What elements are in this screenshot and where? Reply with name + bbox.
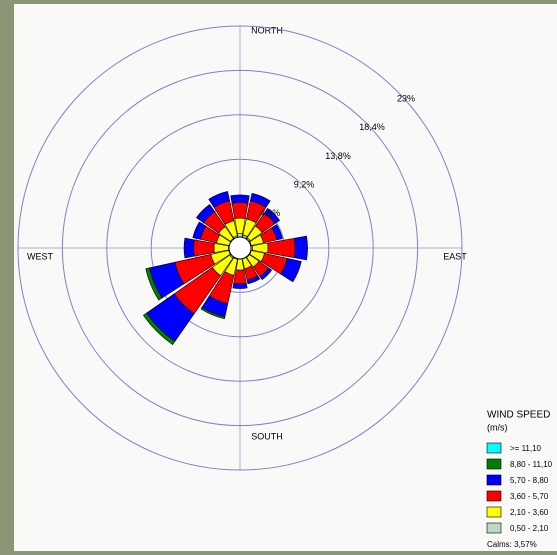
rose-segment (249, 192, 271, 208)
legend-unit: (m/s) (487, 422, 508, 432)
legend-swatch (486, 458, 502, 470)
rose-segment (145, 267, 163, 301)
ring-label: 13,8% (325, 151, 351, 161)
compass-north: NORTH (251, 25, 283, 35)
compass-east: EAST (443, 251, 467, 261)
grid-ring (61, 69, 419, 427)
rose-segment (231, 202, 249, 219)
compass-south: SOUTH (251, 431, 283, 441)
rose-segment (192, 221, 207, 240)
rose-segment (246, 275, 261, 285)
legend-label: 8,80 - 11,10 (510, 460, 553, 469)
legend-label: >= 11,10 (510, 444, 542, 453)
calms-label: Calms: 3,57% (487, 540, 537, 549)
grid-ring (17, 25, 463, 471)
compass-west: WEST (27, 251, 54, 261)
ring-label: 9,2% (294, 179, 315, 189)
legend-swatch (486, 522, 502, 534)
rose-segment (200, 306, 226, 320)
rose-segment (259, 267, 273, 281)
rose-segment (271, 224, 283, 241)
grid-ring (150, 158, 330, 338)
legend-swatch (486, 474, 502, 486)
calms-circle (228, 236, 252, 260)
rose-segment (232, 282, 248, 289)
legend-swatch (486, 506, 502, 518)
legend-label: 3,60 - 5,70 (510, 492, 549, 501)
rose-segment (263, 207, 281, 225)
rose-segment (230, 194, 250, 204)
ring-label: 18,4% (359, 122, 385, 132)
ring-label: 4,6% (260, 208, 281, 218)
rose-segment (280, 257, 302, 283)
grid-ring (106, 114, 374, 382)
rose-segment (183, 237, 195, 259)
ring-label: 23% (397, 94, 415, 104)
legend-title: WIND SPEED (487, 410, 550, 421)
legend-label: 0,50 - 2,10 (510, 524, 549, 533)
legend-swatch (486, 442, 502, 454)
chart-panel (14, 4, 557, 551)
rose-segment (233, 269, 247, 285)
rose-segment (196, 204, 216, 224)
rose-segment (293, 235, 308, 261)
legend-label: 2,10 - 3,60 (510, 508, 549, 517)
legend-label: 5,70 - 8,80 (510, 476, 549, 485)
rose-segment (142, 312, 176, 346)
legend-swatch (486, 490, 502, 502)
rose-segment (208, 191, 231, 208)
